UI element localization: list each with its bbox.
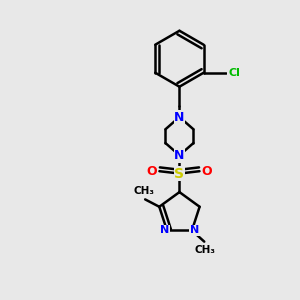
- Text: Cl: Cl: [228, 68, 240, 78]
- Text: N: N: [160, 226, 169, 236]
- Text: S: S: [174, 167, 184, 181]
- Text: O: O: [146, 165, 157, 178]
- Text: O: O: [202, 165, 212, 178]
- Text: N: N: [174, 110, 184, 124]
- Text: N: N: [190, 226, 199, 236]
- Text: CH₃: CH₃: [194, 245, 215, 255]
- Text: CH₃: CH₃: [133, 186, 154, 196]
- Text: N: N: [174, 149, 184, 162]
